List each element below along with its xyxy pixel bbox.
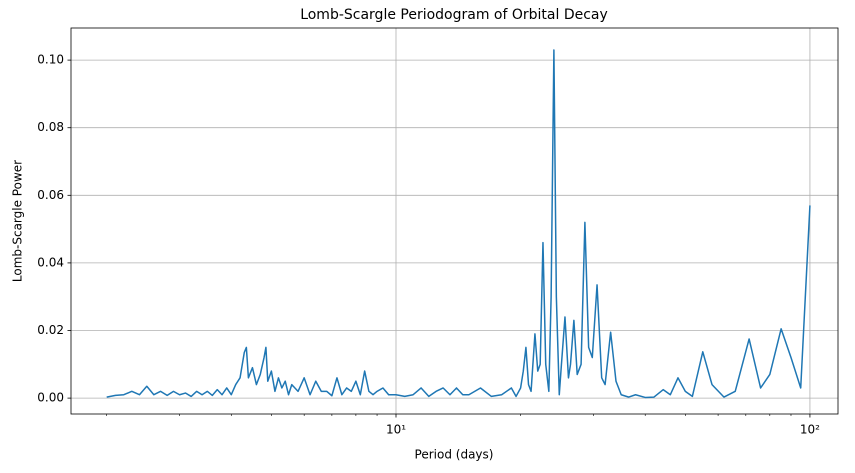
y-tick-label: 0.04 — [37, 255, 64, 269]
x-tick-label: 10¹ — [386, 423, 406, 437]
x-axis-label: Period (days) — [415, 448, 494, 462]
y-tick-label: 0.06 — [37, 188, 64, 202]
y-tick-label: 0.08 — [37, 120, 64, 134]
plot-frame — [70, 27, 839, 415]
y-axis-label: Lomb-Scargle Power — [11, 160, 25, 282]
data-line — [106, 49, 811, 399]
chart-title: Lomb-Scargle Periodogram of Orbital Deca… — [300, 7, 608, 23]
x-tick-label: 10² — [800, 423, 820, 437]
y-tick-label: 0.10 — [37, 53, 64, 67]
y-tick-label: 0.00 — [37, 391, 64, 405]
y-tick-label: 0.02 — [37, 323, 64, 337]
